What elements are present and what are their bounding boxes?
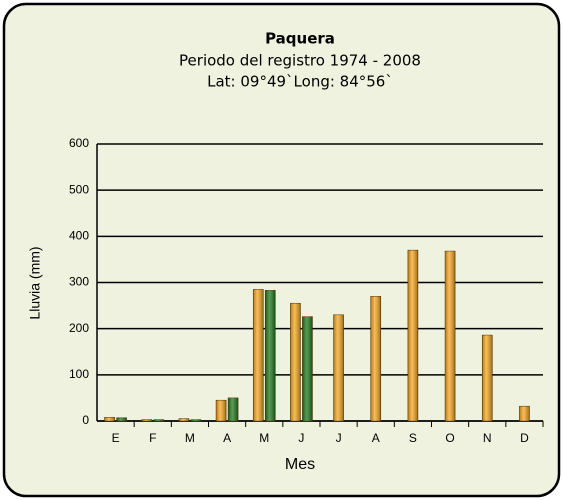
- y-tick-label: 600: [69, 136, 89, 150]
- bar-shade: [445, 251, 456, 421]
- bar-shade: [370, 296, 381, 421]
- x-axis-label: Mes: [285, 456, 315, 473]
- x-tick-label: M: [259, 431, 269, 445]
- x-tick-label: J: [336, 431, 342, 445]
- chart-subtitle: Periodo del registro 1974 - 2008: [179, 52, 421, 70]
- bar-shade: [216, 400, 227, 421]
- x-tick-label: O: [445, 431, 454, 445]
- bar-shade: [141, 419, 152, 421]
- y-tick-label: 300: [69, 275, 89, 289]
- y-tick-label: 500: [69, 182, 89, 196]
- y-tick-label: 400: [69, 229, 89, 243]
- bar-shade: [407, 250, 418, 421]
- chart-title: Paquera: [265, 30, 335, 48]
- x-tick-label: A: [372, 431, 380, 445]
- bar-shade: [333, 314, 344, 421]
- x-tick-label: D: [520, 431, 529, 445]
- x-tick-label: F: [149, 431, 156, 445]
- x-tick-label: E: [112, 431, 120, 445]
- y-tick-label: 100: [69, 367, 89, 381]
- bar-shade: [519, 406, 530, 421]
- bar-shade: [228, 397, 239, 421]
- bar-shade: [302, 316, 313, 421]
- x-tick-label: M: [185, 431, 195, 445]
- y-axis-label: Lluvia (mm): [27, 246, 43, 319]
- y-tick-label: 200: [69, 321, 89, 335]
- bar-shade: [265, 290, 276, 421]
- x-tick-label: A: [223, 431, 231, 445]
- bar-shade: [482, 335, 493, 421]
- bar-shade: [104, 417, 115, 421]
- bar-shade: [190, 419, 201, 421]
- bar-shade: [153, 419, 164, 421]
- bar-shade: [290, 303, 301, 421]
- bar-shade: [178, 418, 189, 421]
- y-tick-label: 0: [82, 413, 89, 427]
- x-tick-label: S: [409, 431, 417, 445]
- x-tick-label: N: [483, 431, 492, 445]
- x-tick-label: J: [298, 431, 304, 445]
- chart-subtitle: Lat: 09°49`Long: 84°56`: [207, 73, 393, 91]
- bar-shade: [116, 417, 127, 421]
- bar-shade: [253, 289, 264, 421]
